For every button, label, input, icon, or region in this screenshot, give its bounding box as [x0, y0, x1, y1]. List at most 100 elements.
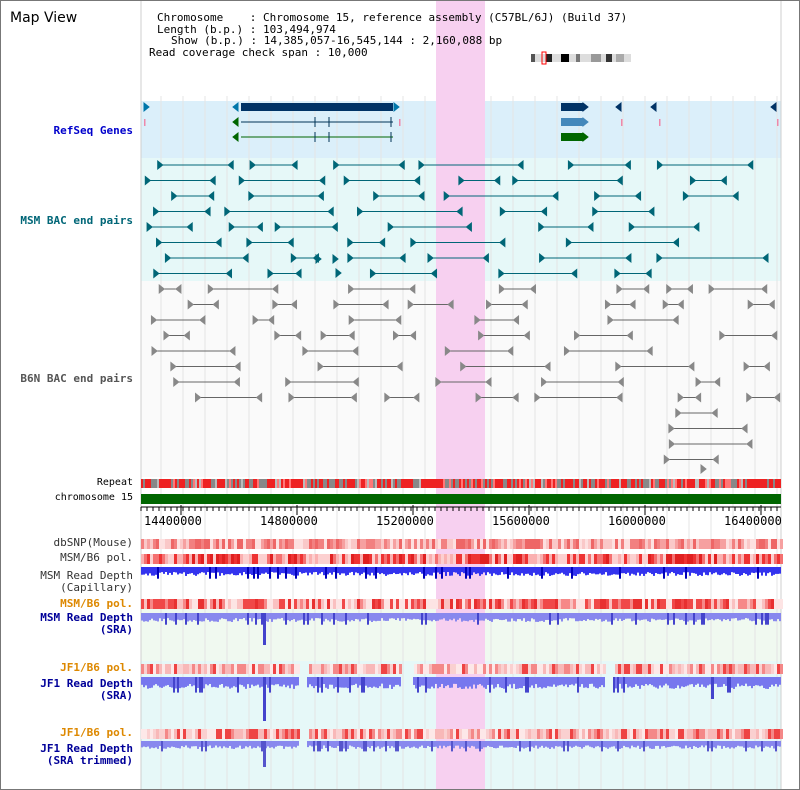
bac-end-marker[interactable] — [768, 299, 775, 310]
bac-end-marker[interactable] — [430, 268, 438, 279]
bac-end-marker[interactable] — [666, 283, 673, 295]
bac-end-marker[interactable] — [587, 221, 594, 233]
bac-end-marker[interactable] — [186, 221, 193, 233]
gene-arrow[interactable] — [582, 131, 589, 143]
bac-end-marker[interactable] — [272, 299, 279, 310]
bac-end-marker[interactable] — [773, 392, 781, 403]
bac-end-marker[interactable] — [534, 392, 541, 403]
bac-end-marker[interactable] — [512, 175, 519, 186]
bac-end-marker[interactable] — [732, 190, 739, 202]
bac-end-marker[interactable] — [246, 237, 253, 248]
bac-end-marker[interactable] — [387, 221, 394, 233]
bac-end-marker[interactable] — [435, 376, 442, 388]
bac-end-marker[interactable] — [688, 361, 695, 372]
bac-end-marker[interactable] — [315, 253, 322, 265]
bac-end-marker[interactable] — [672, 237, 680, 248]
bac-end-marker[interactable] — [668, 423, 675, 434]
bac-end-marker[interactable] — [287, 237, 294, 248]
gene-arrow[interactable] — [143, 101, 150, 113]
bac-end-marker[interactable] — [158, 283, 166, 295]
bac-end-marker[interactable] — [682, 190, 690, 202]
bac-end-marker[interactable] — [604, 299, 612, 310]
bac-end-marker[interactable] — [499, 206, 507, 217]
bac-end-marker[interactable] — [290, 252, 298, 264]
bac-end-marker[interactable] — [392, 330, 400, 341]
bac-end-marker[interactable] — [331, 221, 338, 233]
bac-end-marker[interactable] — [153, 206, 160, 217]
bac-end-marker[interactable] — [209, 175, 216, 186]
bac-end-marker[interactable] — [458, 175, 465, 186]
bac-end-marker[interactable] — [523, 330, 530, 341]
bac-end-marker[interactable] — [663, 454, 671, 465]
bac-end-marker[interactable] — [413, 175, 421, 186]
bac-end-marker[interactable] — [592, 206, 599, 217]
gene-arrow[interactable] — [770, 101, 777, 113]
bac-end-marker[interactable] — [144, 175, 152, 186]
bac-end-marker[interactable] — [327, 206, 334, 217]
bac-end-marker[interactable] — [407, 299, 414, 310]
gene-block[interactable] — [561, 118, 583, 126]
ideogram-body[interactable] — [531, 54, 631, 62]
bac-end-marker[interactable] — [302, 345, 309, 357]
bac-end-marker[interactable] — [570, 268, 578, 279]
bac-end-marker[interactable] — [512, 314, 520, 326]
bac-end-marker[interactable] — [320, 330, 327, 341]
gene-block[interactable] — [561, 133, 583, 141]
bac-end-marker[interactable] — [677, 392, 684, 403]
bac-end-marker[interactable] — [616, 392, 623, 403]
bac-end-marker[interactable] — [567, 159, 575, 171]
bac-end-marker[interactable] — [215, 237, 222, 248]
bac-end-marker[interactable] — [563, 345, 571, 357]
bac-end-marker[interactable] — [255, 392, 263, 403]
bac-end-marker[interactable] — [521, 299, 528, 310]
bac-end-marker[interactable] — [694, 392, 702, 403]
bac-end-marker[interactable] — [642, 283, 650, 295]
bac-end-marker[interactable] — [357, 206, 364, 217]
msm-pol-label[interactable]: MSM/B6 pol. — [60, 551, 133, 564]
b6n-bac-label[interactable]: B6N BAC end pairs — [20, 372, 133, 385]
bac-end-marker[interactable] — [347, 252, 354, 264]
bac-end-marker[interactable] — [672, 314, 679, 326]
bac-end-marker[interactable] — [552, 190, 559, 202]
bac-end-marker[interactable] — [170, 361, 177, 372]
gene-arrow[interactable] — [650, 101, 657, 113]
bac-end-marker[interactable] — [333, 159, 340, 171]
bac-end-marker[interactable] — [646, 345, 653, 357]
bac-end-marker[interactable] — [711, 407, 718, 419]
bac-end-marker[interactable] — [291, 159, 298, 171]
bac-end-marker[interactable] — [762, 252, 769, 264]
bac-end-marker[interactable] — [212, 299, 219, 310]
bac-end-marker[interactable] — [538, 221, 545, 233]
bac-end-marker[interactable] — [544, 361, 551, 372]
bac-end-marker[interactable] — [741, 423, 748, 434]
bac-end-marker[interactable] — [225, 268, 233, 279]
bac-end-marker[interactable] — [352, 345, 359, 357]
bac-end-marker[interactable] — [410, 237, 417, 248]
bac-end-marker[interactable] — [352, 376, 359, 388]
dbsnp-label[interactable]: dbSNP(Mouse) — [53, 536, 133, 549]
bac-end-marker[interactable] — [398, 159, 405, 171]
bac-end-marker[interactable] — [335, 267, 342, 279]
bac-end-marker[interactable] — [332, 253, 339, 265]
bac-end-marker[interactable] — [486, 299, 493, 310]
bac-end-marker[interactable] — [248, 190, 255, 202]
bac-end-marker[interactable] — [233, 376, 240, 388]
bac-end-marker[interactable] — [474, 314, 481, 326]
bac-end-marker[interactable] — [443, 190, 450, 202]
bac-end-marker[interactable] — [224, 206, 231, 217]
bac-end-marker[interactable] — [626, 330, 633, 341]
bac-end-marker[interactable] — [249, 159, 256, 171]
bac-end-marker[interactable] — [747, 299, 754, 310]
bac-end-marker[interactable] — [228, 221, 236, 233]
bac-end-marker[interactable] — [267, 314, 275, 326]
bac-end-marker[interactable] — [656, 159, 664, 171]
bac-end-marker[interactable] — [719, 330, 726, 341]
bac-end-marker[interactable] — [256, 221, 263, 233]
bac-end-marker[interactable] — [656, 252, 663, 264]
bac-end-marker[interactable] — [478, 330, 485, 341]
gene-block[interactable] — [241, 103, 393, 111]
bac-end-marker[interactable] — [333, 299, 340, 310]
bac-end-marker[interactable] — [348, 330, 355, 341]
bac-end-marker[interactable] — [187, 299, 194, 310]
